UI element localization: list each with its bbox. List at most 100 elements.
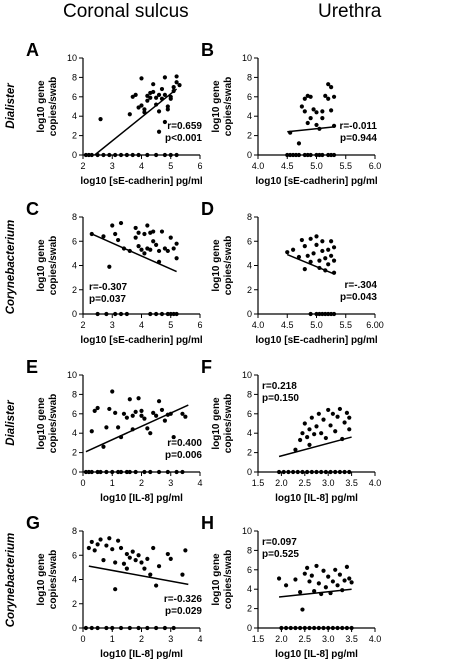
y-tick-label: 2 [247,131,252,141]
data-point [331,311,337,317]
data-point [335,625,340,631]
x-tick-label: 5.0 [310,161,323,171]
data-point [168,411,173,416]
data-point [276,576,282,581]
y-tick-label: 6 [72,236,77,246]
x-tick-label: 5.5 [339,320,352,330]
y-tick-label: 0 [72,623,77,633]
data-point [319,431,324,436]
data-point [148,469,153,475]
y-tick-label: 0 [247,623,252,633]
data-point [130,427,135,432]
data-point [142,110,147,115]
data-point [151,82,156,87]
row-label-4: Corynebacterium [5,533,17,628]
data-point [326,152,331,158]
data-point [326,311,331,317]
x-tick-label: 1 [110,634,115,644]
data-point [308,152,313,158]
data-point [300,469,305,475]
data-point [323,256,328,261]
data-point [302,571,307,576]
data-point [347,427,352,432]
data-point [302,625,307,631]
y-tick-label: 6 [72,550,77,560]
data-point [145,426,150,431]
data-point [133,409,138,414]
data-point [302,244,307,249]
row-label-3: Dialister [5,400,17,446]
y-tick-label: 10 [242,526,252,536]
data-point [174,311,179,317]
y-tick-label: 2 [72,285,77,295]
x-tick-label: 3.5 [345,634,358,644]
data-point [145,98,150,103]
data-point [174,152,179,158]
data-point [113,152,118,158]
data-point [139,413,144,418]
data-point [168,152,173,158]
data-point [347,415,352,420]
data-point [116,425,121,430]
stat-label: r=-0.011 [339,121,377,132]
data-point [104,469,109,475]
data-point [283,583,289,588]
data-point [344,410,350,415]
data-point [162,418,167,423]
x-tick-label: 3 [110,161,115,171]
data-point [183,414,188,419]
data-point [148,95,153,100]
data-point [314,563,319,569]
y-axis-label-line: copies/swab [48,77,59,136]
regression-line [278,588,352,598]
x-tick-label: 4 [139,161,144,171]
data-point [156,129,162,134]
data-point [154,152,159,158]
data-point [316,625,321,631]
data-point [89,469,94,475]
data-point [139,76,144,81]
data-point [302,267,307,272]
y-tick-label: 6 [72,92,77,102]
data-point [330,579,335,584]
y-axis-label-line: log10 gene [36,239,47,292]
data-point [285,152,290,158]
data-point [136,553,141,558]
y-tick-label: 4 [247,584,252,594]
data-point [159,229,165,234]
data-point [159,311,165,317]
stat-label: r=0.400 [167,438,202,449]
data-point [86,545,91,551]
data-point [314,152,319,158]
y-tick-label: 4 [72,575,77,585]
data-point [320,116,325,121]
data-point [148,431,153,436]
data-point [148,247,153,252]
data-point [89,625,94,631]
data-point [326,247,331,252]
data-point [180,572,185,577]
x-tick-label: 4 [197,478,202,488]
data-point [329,253,334,258]
data-point [162,152,167,158]
data-point [104,625,109,631]
y-tick-label: 8 [72,389,77,399]
panel-letter: B [201,40,214,60]
data-point [337,406,342,412]
data-point [307,442,312,447]
data-point [98,537,103,542]
y-tick-label: 6 [247,92,252,102]
y-tick-label: 0 [72,150,77,160]
data-point [330,411,335,416]
data-point [116,469,121,475]
data-point [323,93,328,98]
stat-label: r=-0.307 [89,282,128,293]
data-point [139,247,144,252]
y-axis-label-line: copies/swab [48,394,59,453]
data-point [328,590,333,596]
y-axis-label-line: copies/swab [223,236,234,295]
data-point [300,431,305,436]
stat-label: p<0.001 [165,133,202,144]
y-axis-label-line: log10 gene [211,239,222,292]
